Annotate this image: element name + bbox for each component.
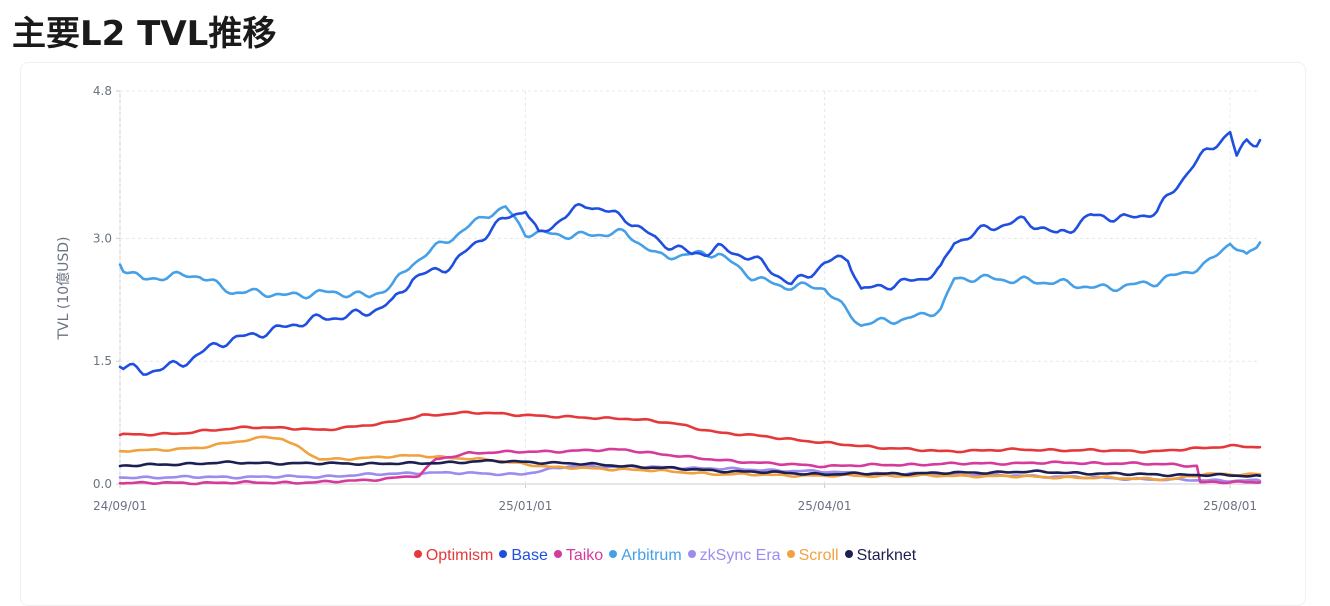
y-tick-label: 1.5 (93, 354, 112, 368)
grid-lines (119, 90, 1260, 485)
x-tick-label: 25/08/01 (1203, 499, 1257, 513)
legend-label: Base (511, 547, 548, 564)
legend-item-taiko[interactable]: Taiko (553, 547, 604, 565)
legend-label: zkSync Era (699, 547, 781, 564)
legend-item-zksync-era[interactable]: zkSync Era (687, 547, 781, 565)
series-line-taiko (118, 447, 1262, 486)
legend-item-optimism[interactable]: Optimism (413, 547, 494, 565)
legend-item-scroll[interactable]: Scroll (786, 547, 839, 565)
legend-label: Taiko (565, 547, 604, 564)
y-axis: 0.0 1.5 3.0 4.8 (93, 84, 120, 491)
legend-dot-icon (609, 550, 618, 558)
series-line-optimism (118, 410, 1262, 454)
legend-label: Optimism (425, 547, 494, 564)
legend-label: Arbitrum (621, 547, 682, 564)
legend: Optimism Base Taiko Arbitrum zkSync Era Scrol… (0, 547, 1330, 565)
x-tick-label: 24/09/01 (93, 499, 147, 513)
series-line-base (118, 130, 1262, 376)
legend-label: Scroll (798, 547, 839, 564)
series-line-starknet (118, 458, 1262, 478)
legend-dot-icon (499, 550, 508, 558)
legend-dot-icon (413, 550, 422, 558)
legend-dot-icon (786, 550, 795, 558)
page-title: 主要L2 TVL推移 (12, 14, 277, 54)
legend-label: Starknet (856, 547, 917, 564)
series-line-scroll (118, 435, 1262, 482)
legend-item-starknet[interactable]: Starknet (844, 547, 917, 565)
series-lines (118, 130, 1262, 486)
series-line-arbitrum (118, 205, 1262, 328)
tvl-line-chart: 0.0 1.5 3.0 4.8 24/09/01 25/01/01 25/04/01 25/… (56, 84, 1262, 513)
legend-item-base[interactable]: Base (499, 547, 548, 565)
legend-item-arbitrum[interactable]: Arbitrum (609, 547, 682, 565)
legend-dot-icon (553, 550, 562, 558)
x-axis: 24/09/01 25/01/01 25/04/01 25/08/01 (93, 484, 1257, 513)
y-tick-label: 3.0 (93, 231, 112, 245)
x-tick-label: 25/01/01 (499, 499, 553, 513)
y-tick-label: 0.0 (93, 477, 112, 491)
y-tick-label: 4.8 (93, 84, 112, 98)
x-tick-label: 25/04/01 (798, 499, 852, 513)
legend-dot-icon (687, 550, 696, 558)
y-axis-title: TVL (10億USD) (56, 236, 72, 340)
legend-dot-icon (844, 550, 853, 558)
chart-card (20, 62, 1306, 606)
